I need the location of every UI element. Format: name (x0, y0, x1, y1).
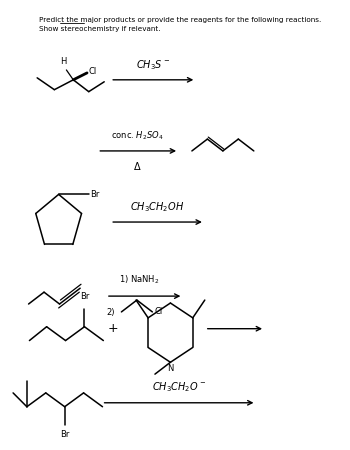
Text: Br: Br (60, 431, 69, 440)
Text: Show stereochemistry if relevant.: Show stereochemistry if relevant. (39, 27, 160, 32)
Text: $CH_3CH_2O^-$: $CH_3CH_2O^-$ (152, 380, 206, 394)
Text: +: + (107, 322, 118, 335)
Text: 1) NaNH$_2$: 1) NaNH$_2$ (119, 274, 159, 286)
Text: Br: Br (90, 190, 100, 199)
Text: Cl: Cl (154, 307, 162, 316)
Text: $CH_3CH_2OH$: $CH_3CH_2OH$ (130, 200, 185, 214)
Text: conc. $H_2SO_4$: conc. $H_2SO_4$ (111, 130, 164, 142)
Text: H: H (60, 57, 66, 66)
Text: $\Delta$: $\Delta$ (133, 160, 142, 172)
Text: Predict the major products or provide the reagents for the following reactions.: Predict the major products or provide th… (39, 17, 321, 22)
Text: Cl: Cl (89, 68, 97, 76)
Text: 2): 2) (106, 308, 114, 317)
Text: N: N (167, 364, 174, 373)
Text: Br: Br (80, 292, 89, 301)
Text: $CH_3S^-$: $CH_3S^-$ (136, 58, 170, 72)
